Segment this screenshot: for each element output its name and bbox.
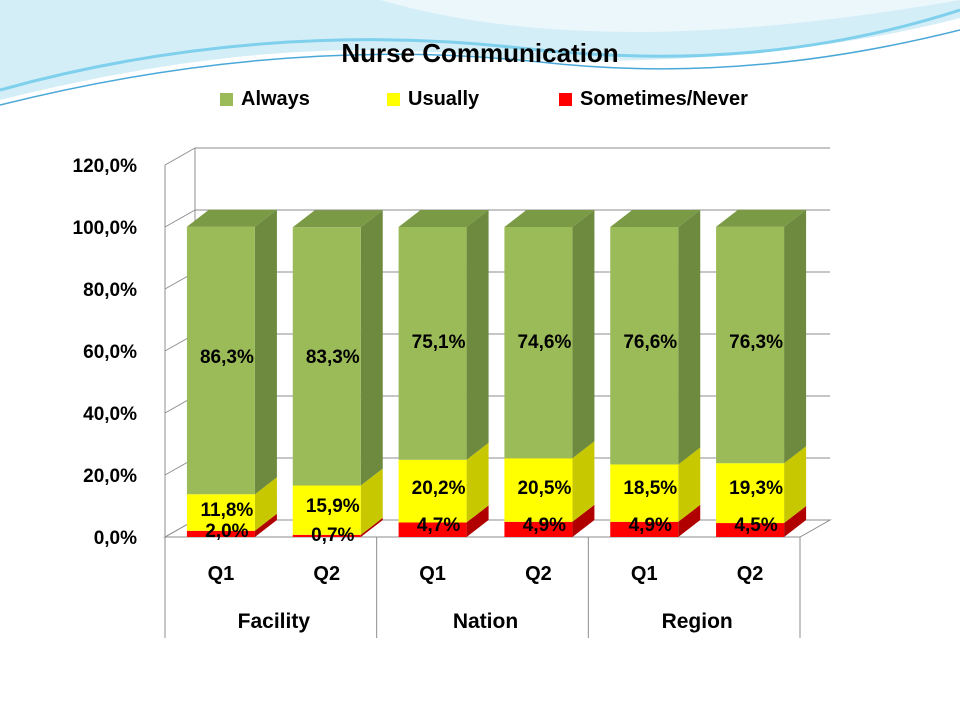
bar-top	[504, 210, 595, 227]
bar-segment	[186, 494, 255, 531]
bar-segment	[398, 459, 467, 523]
bar-side	[678, 504, 701, 537]
bar-top	[398, 210, 489, 227]
bar-segment	[292, 485, 361, 535]
bar-side	[466, 442, 489, 523]
bar-segment	[716, 523, 785, 537]
x-tick-label: Q1	[631, 563, 658, 585]
y-tick-label: 40,0%	[83, 404, 137, 425]
bar-segment	[610, 521, 679, 537]
bar-segment	[398, 522, 467, 537]
legend: Always Usually Sometimes/Never	[215, 88, 815, 114]
bar-side	[466, 210, 489, 460]
legend-label-sometimes-never: Sometimes/Never	[580, 88, 748, 110]
data-label: 4,7%	[417, 515, 460, 536]
data-label: 18,5%	[623, 478, 677, 499]
group-label: Region	[662, 610, 733, 633]
legend-swatch-always	[220, 93, 233, 106]
gridline-depth	[164, 209, 196, 228]
chart-title: Nurse Communication	[341, 38, 619, 68]
group-label: Facility	[238, 610, 311, 633]
data-label: 74,6%	[517, 332, 571, 353]
data-label: 0,7%	[311, 525, 354, 546]
legend-label-always: Always	[241, 88, 310, 110]
data-label: 20,2%	[412, 478, 466, 499]
x-tick-label: Q2	[737, 563, 764, 585]
data-label: 2,0%	[205, 521, 248, 542]
bar-segment	[292, 227, 361, 486]
legend-swatch-sometimes-never	[559, 93, 572, 106]
bar-side	[784, 446, 807, 524]
x-tick-label: Q1	[419, 563, 446, 585]
bar-top	[716, 209, 807, 227]
bar-side	[466, 505, 489, 537]
data-label: 75,1%	[412, 332, 466, 353]
y-tick-label: 80,0%	[83, 280, 137, 301]
gridline-depth	[164, 147, 196, 166]
bar-side	[678, 210, 701, 465]
data-label: 76,6%	[623, 332, 677, 353]
bar-side	[572, 504, 595, 537]
bar-side	[360, 210, 383, 486]
bar-side	[254, 209, 277, 495]
y-tick-label: 0,0%	[94, 528, 137, 549]
y-tick-label: 20,0%	[83, 466, 137, 487]
bar-segment	[716, 463, 785, 524]
bar-side	[360, 468, 383, 535]
data-label: 4,5%	[734, 515, 777, 536]
bar-top	[292, 210, 383, 228]
bar-segment	[610, 227, 679, 465]
legend-item-usually: Usually	[387, 88, 479, 111]
data-label: 86,3%	[200, 347, 254, 368]
bar-segment	[186, 226, 255, 495]
bar-side	[784, 506, 807, 537]
legend-swatch-usually	[387, 93, 400, 106]
bar-side	[572, 210, 595, 459]
bar-side	[678, 447, 701, 522]
data-label: 83,3%	[306, 347, 360, 368]
bar-segment	[610, 464, 679, 522]
x-tick-label: Q2	[525, 563, 552, 585]
bar-segment	[504, 458, 573, 522]
y-tick-label: 120,0%	[73, 156, 138, 177]
data-label: 15,9%	[306, 496, 360, 517]
bar-side	[254, 477, 277, 531]
data-label: 20,5%	[517, 478, 571, 499]
legend-item-always: Always	[220, 88, 310, 111]
bar-top	[186, 209, 277, 227]
bar-side	[784, 209, 807, 464]
y-tick-label: 100,0%	[73, 218, 138, 239]
bar-segment	[398, 227, 467, 460]
data-label: 4,9%	[523, 515, 566, 536]
data-label: 19,3%	[729, 478, 783, 499]
data-label: 4,9%	[629, 515, 672, 536]
bar-side	[572, 441, 595, 522]
y-tick-label: 60,0%	[83, 342, 137, 363]
legend-item-sometimes-never: Sometimes/Never	[559, 88, 748, 111]
data-label: 11,8%	[201, 500, 254, 521]
bar-segment	[504, 521, 573, 537]
data-label: 76,3%	[729, 332, 783, 353]
bar-side	[254, 513, 277, 537]
bar-segment	[292, 534, 361, 537]
bar-segment	[716, 226, 785, 464]
x-tick-label: Q2	[313, 563, 340, 585]
bar-top	[610, 210, 701, 227]
x-tick-label: Q1	[208, 563, 235, 585]
legend-label-usually: Usually	[408, 88, 480, 110]
bar-segment	[504, 227, 573, 459]
bar-segment	[186, 530, 255, 537]
bar-side	[360, 517, 383, 537]
group-label: Nation	[453, 610, 518, 633]
